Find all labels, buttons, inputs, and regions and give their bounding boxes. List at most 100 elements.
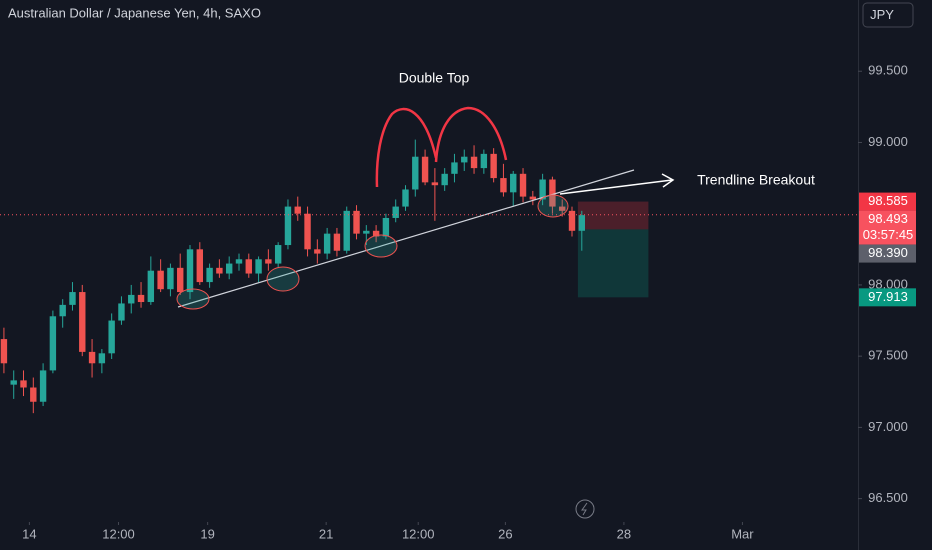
breakout-arrow [559,173,675,195]
candle-body [539,179,546,200]
x-tick-label: 12:00 [102,526,135,541]
replay-icon [581,502,588,516]
annotation: Double Top [399,70,470,86]
price-label: 98.493 [868,211,908,226]
candle-body [39,370,47,402]
x-tick-label: 21 [319,526,333,541]
x-tick-label: 14 [22,526,36,541]
candle-body [265,259,272,264]
candle-body [177,267,184,293]
candle-body [128,294,135,304]
candle-body [500,178,507,193]
candle-body [314,249,321,254]
candle-body [470,156,478,169]
candle-body [568,210,576,231]
candle-body [118,303,125,321]
x-tick-label: 12:00 [402,526,435,541]
candle-body [431,182,439,186]
candle-body [461,156,468,163]
candle-body [510,173,517,193]
x-tick-label: 26 [498,526,512,541]
candle-body [20,380,27,388]
candle-body [363,230,370,234]
price-label-box [859,210,916,245]
candle-body [549,179,556,207]
candle-body [30,387,37,402]
target-zone [577,229,649,298]
candle-body [490,153,497,179]
top-curve [434,106,508,163]
candle-body [519,173,527,197]
price-label-box [859,288,916,307]
candle-body [529,196,537,200]
x-tick-label: 28 [617,526,631,541]
countdown: 03:57:45 [863,227,914,242]
candles [0,139,585,414]
y-tick-label: 96.500 [868,490,908,505]
candle-body [0,339,8,364]
candle-body [167,267,174,290]
y-tick-label: 99.000 [868,134,908,149]
candle-body [147,270,155,303]
candle-body [196,249,204,283]
y-tick-label: 99.500 [868,63,908,78]
candle-body [225,263,233,274]
candle-body [98,353,106,364]
top-curve [375,107,438,188]
candle-body [186,249,194,293]
candle-body [245,259,252,274]
candle-body [79,292,86,352]
candle-body [10,380,17,385]
candle-body [480,153,488,169]
candle-body [49,316,57,371]
candle-body [294,206,301,214]
touch-marker [364,234,398,258]
x-tick-label: Mar [731,526,754,541]
currency-button[interactable] [862,2,914,28]
candle-body [392,206,399,218]
price-label: 98.390 [868,245,908,260]
drawings [176,106,675,519]
candle-body [412,156,419,190]
candle-body [333,233,341,251]
price-label: 97.913 [868,289,908,304]
candle-body [284,206,292,246]
price-label: 98.585 [868,193,908,208]
y-tick-label: 98.000 [868,276,908,291]
x-tick-label: 19 [200,526,214,541]
candle-body [274,245,282,264]
candle-body [304,213,311,250]
replay-icon[interactable] [575,499,595,519]
y-tick-label: 97.500 [868,348,908,363]
candle-body [69,292,76,305]
candle-body [421,156,429,183]
candle-body [372,230,380,237]
candle-body [353,210,360,234]
candle-body [402,189,409,207]
price-label-box [859,192,916,211]
candle-body [382,217,390,237]
candle-body [157,270,164,290]
candle-body [235,259,243,264]
candle-body [59,304,66,317]
candle-body [559,206,566,211]
candle-body [216,267,223,274]
candle-body [255,259,262,274]
candle-body [343,210,350,251]
stop-zone [577,201,649,230]
candle-body [578,215,585,231]
candle-body [108,320,115,354]
touch-marker [176,288,210,310]
price-label-box [859,244,916,263]
candle-body [441,173,448,186]
symbol-title: Australian Dollar / Japanese Yen, 4h, SA… [8,5,261,20]
candle-body [323,233,331,254]
candle-body [451,162,458,174]
trendline [177,169,635,308]
position-zones [577,201,649,298]
currency-label: JPY [870,7,894,22]
y-tick-label: 97.000 [868,419,908,434]
touch-marker [537,194,569,218]
